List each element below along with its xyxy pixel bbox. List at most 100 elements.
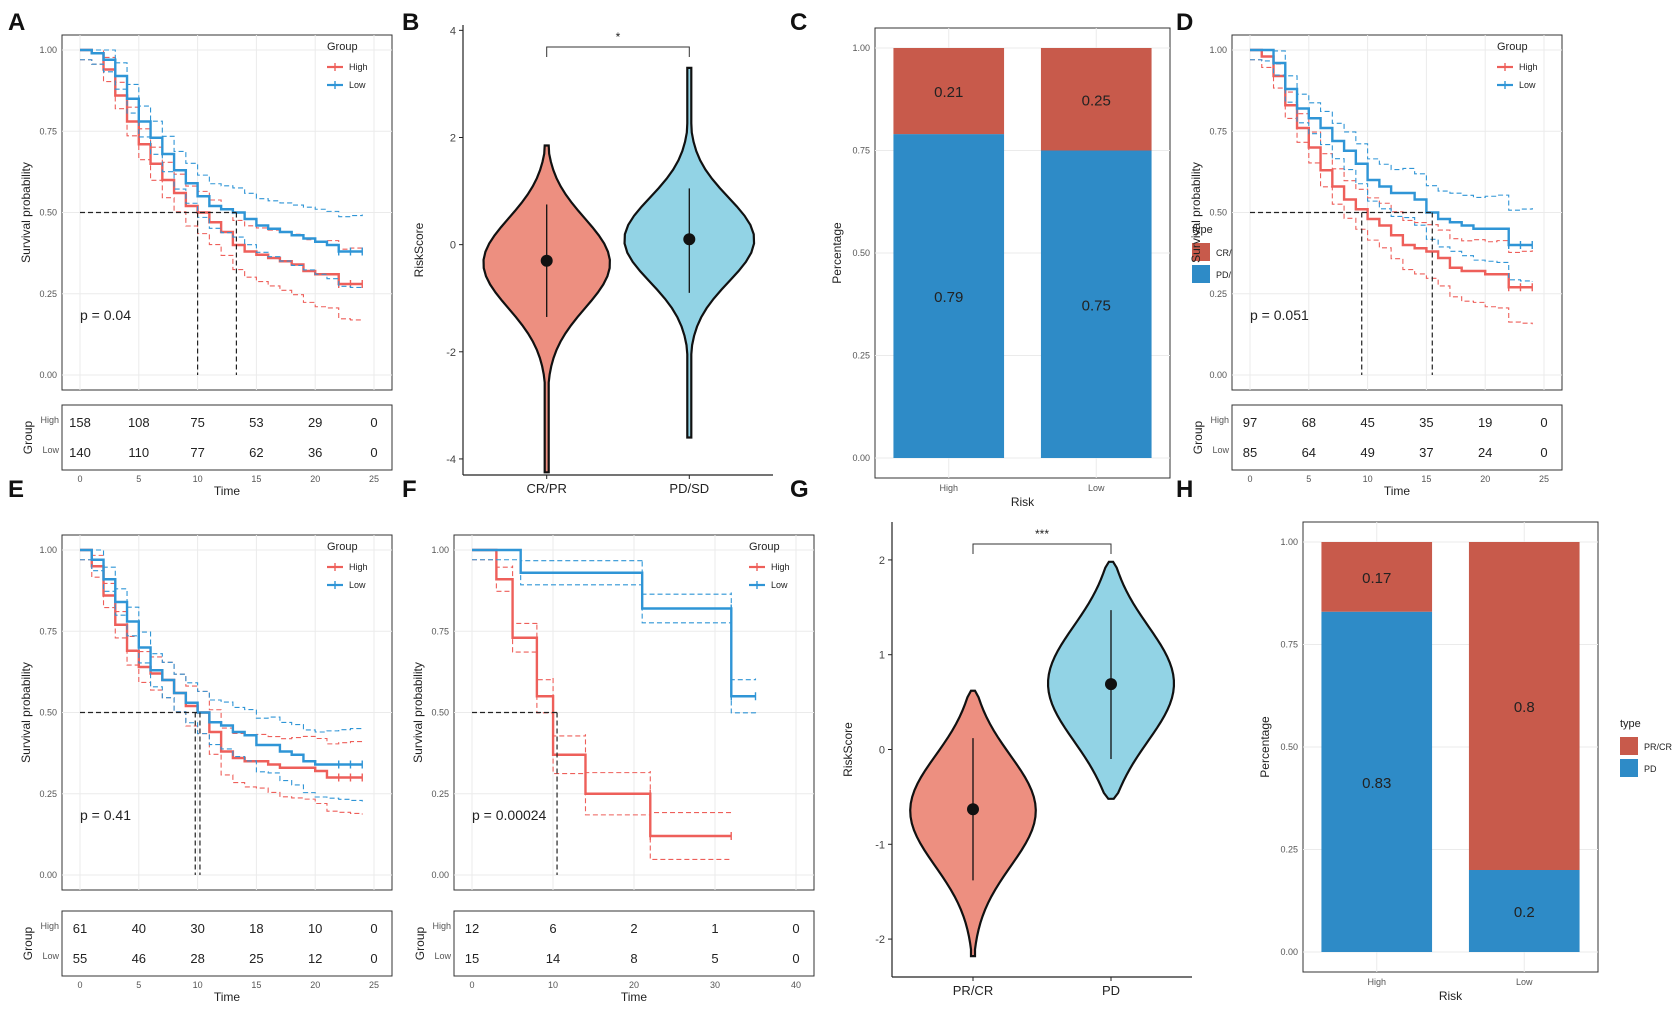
y-axis-label: Survival probability bbox=[19, 162, 33, 263]
legend-label-high: High bbox=[349, 562, 368, 572]
data-label: 0.2 bbox=[1514, 904, 1535, 921]
y-tick-label: -2 bbox=[875, 934, 885, 946]
legend-title: type bbox=[1620, 718, 1641, 730]
risk-count: 28 bbox=[190, 951, 204, 966]
risk-count: 10 bbox=[308, 921, 322, 936]
risk-count: 35 bbox=[1419, 415, 1433, 430]
bar-pd-sd bbox=[893, 134, 1005, 458]
risk-count: 53 bbox=[249, 415, 263, 430]
risk-count: 40 bbox=[132, 921, 146, 936]
risk-count: 25 bbox=[249, 951, 263, 966]
panel-e: 0.00 0.25 0.50 0.75 1.00 Survival probability… bbox=[19, 534, 393, 1004]
ci-upper-high bbox=[472, 549, 732, 814]
risk-count: 0 bbox=[792, 951, 799, 966]
x-tick-label: 10 bbox=[193, 980, 203, 990]
risk-row-label: High bbox=[1210, 415, 1229, 425]
data-label: 0.8 bbox=[1514, 699, 1535, 716]
risk-count: 77 bbox=[190, 445, 204, 460]
panel-letter: C bbox=[790, 9, 807, 36]
risk-count: 45 bbox=[1360, 415, 1374, 430]
y-tick-label: 0.25 bbox=[39, 789, 57, 799]
legend-label-high: High bbox=[771, 562, 790, 572]
risk-count: 64 bbox=[1302, 445, 1316, 460]
significance-bracket bbox=[972, 543, 1112, 554]
median-point bbox=[540, 254, 553, 267]
bar-pr-cr bbox=[1468, 542, 1580, 870]
y-tick-label: 2 bbox=[879, 555, 885, 567]
y-tick-label: 0.50 bbox=[1209, 208, 1227, 218]
x-tick-label: 0 bbox=[469, 980, 474, 990]
y-axis-label: Percentage bbox=[830, 222, 844, 284]
km-curve-low bbox=[80, 48, 363, 253]
ci-lower-low bbox=[80, 59, 363, 289]
y-tick-label: 0.75 bbox=[39, 626, 57, 636]
y-tick-label: 0.00 bbox=[39, 870, 57, 880]
y-tick-label: -4 bbox=[446, 454, 456, 466]
panel-d: 0.00 0.25 0.50 0.75 1.00 Survival probability… bbox=[1189, 34, 1563, 498]
risk-count: 6 bbox=[549, 921, 556, 936]
y-tick-label: 1.00 bbox=[1209, 45, 1227, 55]
x-tick-label: CR/PR bbox=[526, 481, 566, 496]
x-tick-label: 15 bbox=[251, 474, 261, 484]
y-tick-label: 0.75 bbox=[1280, 640, 1298, 650]
panel-c: 0.00 0.25 0.50 0.75 1.00 Percentage 0.21 0.79 Hi… bbox=[830, 27, 1245, 509]
risk-count: 0 bbox=[370, 445, 377, 460]
panel-letter: D bbox=[1176, 9, 1193, 36]
y-tick-label: 0.50 bbox=[1280, 742, 1298, 752]
x-tick-label: High bbox=[939, 483, 958, 493]
p-value: p = 0.051 bbox=[1250, 307, 1309, 323]
ci-lower-low bbox=[80, 559, 363, 802]
y-tick-label: 1 bbox=[879, 650, 885, 662]
legend-label-low: Low bbox=[349, 580, 366, 590]
risk-count: 0 bbox=[370, 415, 377, 430]
risk-count: 1 bbox=[711, 921, 718, 936]
y-tick-label: -1 bbox=[875, 839, 885, 851]
y-tick-label: 0.75 bbox=[852, 146, 870, 156]
legend-title: type bbox=[1192, 224, 1213, 236]
y-tick-label: -2 bbox=[446, 347, 456, 359]
x-tick-label: 25 bbox=[369, 980, 379, 990]
y-tick-label: 0.00 bbox=[1280, 947, 1298, 957]
legend-title: Group bbox=[749, 541, 780, 553]
x-tick-label: Low bbox=[1516, 977, 1533, 987]
risk-count: 8 bbox=[630, 951, 637, 966]
y-tick-label: 0.25 bbox=[1209, 289, 1227, 299]
risk-count: 158 bbox=[69, 415, 91, 430]
x-tick-label: 25 bbox=[369, 474, 379, 484]
y-tick-label: 0.25 bbox=[852, 351, 870, 361]
y-tick-label: 0.25 bbox=[1280, 845, 1298, 855]
risk-count: 30 bbox=[190, 921, 204, 936]
data-label: 0.83 bbox=[1362, 775, 1391, 792]
x-tick-label: 10 bbox=[193, 474, 203, 484]
x-tick-label: 20 bbox=[1480, 474, 1490, 484]
legend-label-low: Low bbox=[1519, 80, 1536, 90]
risk-count: 15 bbox=[465, 951, 479, 966]
risk-table-label: Group bbox=[413, 927, 427, 961]
bar-cr-pr bbox=[1040, 48, 1152, 151]
y-tick-label: 1.00 bbox=[1280, 537, 1298, 547]
ci-upper-low bbox=[1250, 49, 1533, 211]
risk-row-label: Low bbox=[42, 951, 59, 961]
x-tick-label: 0 bbox=[1247, 474, 1252, 484]
risk-count: 0 bbox=[1540, 445, 1547, 460]
x-axis-label: Time bbox=[621, 990, 648, 1004]
legend-label: PD bbox=[1644, 764, 1657, 774]
risk-count: 0 bbox=[792, 921, 799, 936]
y-tick-label: 0.00 bbox=[431, 870, 449, 880]
risk-count: 24 bbox=[1478, 445, 1492, 460]
risk-count: 14 bbox=[546, 951, 560, 966]
x-tick-label: 30 bbox=[710, 980, 720, 990]
p-value: p = 0.00024 bbox=[472, 807, 547, 823]
legend-label-high: High bbox=[1519, 62, 1538, 72]
legend-title: Group bbox=[327, 541, 358, 553]
x-tick-label: 5 bbox=[136, 474, 141, 484]
risk-count: 61 bbox=[73, 921, 87, 936]
ci-upper-high bbox=[1250, 49, 1533, 254]
km-curve-high bbox=[80, 48, 363, 286]
y-tick-label: 0.00 bbox=[1209, 370, 1227, 380]
y-tick-label: 0 bbox=[450, 240, 456, 252]
y-axis-label: Percentage bbox=[1258, 716, 1272, 778]
y-tick-label: 0.75 bbox=[431, 626, 449, 636]
risk-count: 2 bbox=[630, 921, 637, 936]
